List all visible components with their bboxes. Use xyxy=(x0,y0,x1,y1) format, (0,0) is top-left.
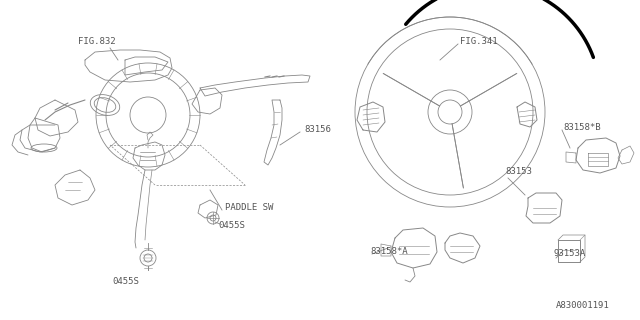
Text: FIG.341: FIG.341 xyxy=(460,37,498,46)
Text: 83156: 83156 xyxy=(304,125,331,134)
Text: A830001191: A830001191 xyxy=(556,301,610,310)
Text: 83158*A: 83158*A xyxy=(370,247,408,257)
Text: 93153A: 93153A xyxy=(554,250,586,259)
Text: 0455S: 0455S xyxy=(112,276,139,285)
Text: 83153: 83153 xyxy=(505,167,532,177)
Text: 0455S: 0455S xyxy=(218,221,245,230)
Text: 83158*B: 83158*B xyxy=(563,124,600,132)
Text: PADDLE SW: PADDLE SW xyxy=(225,204,273,212)
Text: FIG.832: FIG.832 xyxy=(78,37,116,46)
